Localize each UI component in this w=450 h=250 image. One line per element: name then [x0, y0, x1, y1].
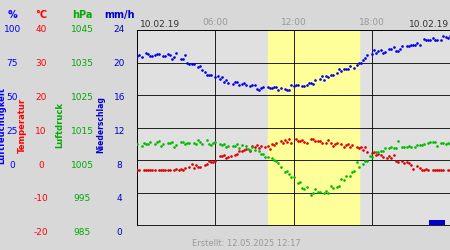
- Bar: [429, 220, 432, 225]
- Bar: [433, 220, 436, 225]
- Text: -20: -20: [34, 228, 49, 237]
- Text: -10: -10: [34, 194, 49, 203]
- Text: mm/h: mm/h: [104, 10, 135, 20]
- Text: Luftdruck: Luftdruck: [55, 102, 64, 148]
- Text: 1015: 1015: [71, 127, 94, 136]
- Text: 16: 16: [114, 93, 125, 102]
- Text: 0: 0: [38, 160, 44, 170]
- Text: 8: 8: [117, 160, 122, 170]
- Bar: [435, 220, 439, 225]
- Text: Niederschlag: Niederschlag: [96, 96, 105, 154]
- Bar: [431, 220, 434, 225]
- Text: 20: 20: [114, 59, 125, 68]
- Text: Luftfeuchtigkeit: Luftfeuchtigkeit: [0, 86, 6, 164]
- Text: %: %: [8, 10, 17, 20]
- Text: hPa: hPa: [72, 10, 93, 20]
- Text: 100: 100: [4, 26, 21, 35]
- Text: 40: 40: [36, 26, 47, 35]
- Text: 1005: 1005: [71, 160, 94, 170]
- Text: 1045: 1045: [71, 26, 94, 35]
- Text: 24: 24: [114, 26, 125, 35]
- Text: 1035: 1035: [71, 59, 94, 68]
- Bar: [268, 30, 359, 225]
- Text: 75: 75: [7, 59, 18, 68]
- Bar: [437, 220, 441, 225]
- Text: 20: 20: [36, 93, 47, 102]
- Text: 995: 995: [74, 194, 91, 203]
- Text: 1025: 1025: [71, 93, 94, 102]
- Text: 30: 30: [36, 59, 47, 68]
- Text: °C: °C: [35, 10, 47, 20]
- Text: 4: 4: [117, 194, 122, 203]
- Text: 10.02.19: 10.02.19: [409, 20, 449, 29]
- Text: Temperatur: Temperatur: [18, 98, 27, 152]
- Text: 0: 0: [9, 160, 15, 170]
- Text: 12: 12: [114, 127, 125, 136]
- Text: 25: 25: [7, 127, 18, 136]
- Text: Erstellt: 12.05.2025 12:17: Erstellt: 12.05.2025 12:17: [192, 238, 301, 248]
- Text: 985: 985: [74, 228, 91, 237]
- Text: 50: 50: [7, 93, 18, 102]
- Text: 10.02.19: 10.02.19: [140, 20, 180, 29]
- Text: 10: 10: [36, 127, 47, 136]
- Bar: [440, 220, 443, 225]
- Bar: [442, 220, 445, 225]
- Text: 0: 0: [117, 228, 122, 237]
